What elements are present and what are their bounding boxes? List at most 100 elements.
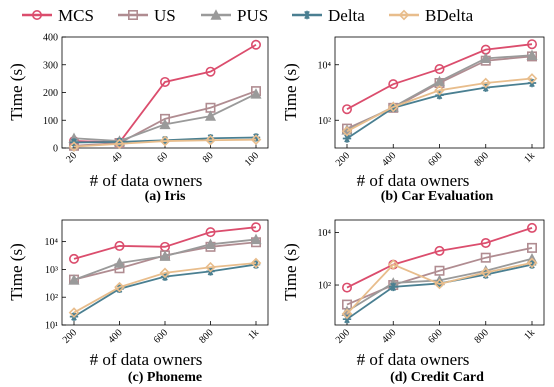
x-tick-label: 800 (197, 327, 215, 345)
point-mcs (434, 64, 445, 75)
point-bdelta (205, 134, 216, 146)
legend-label-pus: PUS (237, 6, 268, 25)
point-delta (251, 260, 261, 269)
point-pus (68, 274, 80, 285)
point-mcs (205, 66, 216, 77)
y-tick-label: 100 (43, 116, 58, 127)
point-delta (481, 270, 490, 279)
point-us (526, 242, 537, 253)
panel-a-iris: 0 100 200 300 400 20 40 60 80 100 Time (s) # of dat… (7, 33, 269, 204)
x-tick-label: 1k (522, 150, 537, 165)
x-tick-label: 20 (64, 150, 79, 165)
point-pus (250, 233, 262, 245)
point-bdelta (250, 134, 262, 146)
point-bdelta (159, 135, 171, 147)
point-pus (159, 118, 171, 130)
legend-marker-bdelta (398, 9, 410, 21)
point-mcs (526, 222, 537, 233)
series-delta (342, 78, 537, 143)
series-line-bdelta (73, 262, 257, 314)
point-mcs (69, 253, 80, 264)
point-mcs (388, 79, 399, 90)
point-bdelta (341, 125, 353, 137)
series-line-bdelta (73, 138, 257, 148)
panel-d-credit-card: 10² 10⁴ 200 400 600 800 1k Time (s) # of data ow… (281, 219, 545, 385)
point-pus (204, 238, 217, 250)
chart-panels: 0 100 200 300 400 20 40 60 80 100 Time (s) # of dat… (7, 33, 545, 385)
point-mcs (341, 104, 352, 115)
y-tick-label: 10⁴ (45, 237, 59, 248)
legend-marker-pus (210, 9, 222, 20)
x-tick-label: 600 (426, 150, 444, 168)
point-bdelta (68, 307, 80, 318)
series-line-bdelta (346, 261, 533, 315)
point-pus (250, 88, 262, 99)
legend-item-delta: Delta (292, 6, 365, 25)
point-bdelta (480, 77, 492, 89)
point-mcs (251, 222, 262, 233)
x-tick-label: 1k (246, 327, 261, 342)
y-tick-label: 0 (53, 144, 58, 155)
point-mcs (160, 76, 171, 87)
point-delta (527, 260, 537, 269)
series-pus (68, 88, 262, 146)
legend-item-pus: PUS (201, 6, 268, 25)
y-tick-label: 10¹ (45, 321, 58, 332)
series-pus (68, 233, 262, 285)
point-bdelta (159, 267, 171, 279)
point-us (480, 252, 491, 263)
point-mcs (114, 240, 125, 251)
y-tick-label: 400 (43, 33, 58, 44)
legend-item-us: US (118, 6, 176, 25)
x-tick-label: 600 (426, 327, 444, 345)
y-tick-label: 10⁴ (318, 228, 332, 239)
legend-marker-mcs (31, 10, 42, 20)
y-tick-label: 10² (45, 293, 58, 304)
panel-c-phoneme: 10¹ 10² 10³ 10⁴ 200 400 600 800 1k Time (s) # of d… (7, 219, 269, 385)
point-mcs (434, 245, 445, 256)
series-bdelta (68, 134, 262, 152)
point-delta (389, 282, 398, 292)
x-tick-label: 80 (201, 150, 216, 165)
y-tick-label: 10³ (45, 265, 58, 276)
point-delta (342, 134, 352, 143)
point-mcs (341, 282, 352, 293)
series-mcs (69, 222, 262, 264)
x-tick-label: 600 (152, 327, 170, 345)
y-tick-label: 10² (318, 281, 331, 292)
point-bdelta (341, 308, 353, 320)
x-tick-label: 400 (380, 150, 398, 168)
y-tick-label: 10² (318, 116, 331, 127)
point-delta (206, 134, 215, 143)
point-bdelta (68, 141, 80, 152)
y-tick-label: 200 (43, 88, 58, 99)
legend-item-mcs: MCS (22, 6, 94, 25)
x-tick-label: 200 (61, 327, 79, 345)
point-bdelta (387, 259, 399, 270)
legend: MCS US PUS Delta BDelta (22, 6, 474, 25)
point-delta (342, 314, 352, 324)
series-line-mcs (346, 227, 533, 289)
x-axis-label: # of data owners (357, 171, 470, 190)
point-delta (115, 284, 124, 294)
plot-area (61, 36, 269, 149)
x-tick-label: 200 (334, 150, 352, 168)
point-delta (115, 137, 124, 147)
y-axis-label: Time (s) (281, 63, 300, 120)
point-bdelta (434, 278, 445, 290)
point-bdelta (114, 138, 125, 150)
x-axis-label: # of data owners (90, 171, 203, 190)
point-delta (251, 133, 261, 142)
point-mcs (205, 227, 216, 238)
point-pus (480, 52, 492, 64)
point-pus (159, 250, 171, 261)
x-tick-label: 40 (110, 150, 125, 165)
y-axis-label: Time (s) (7, 243, 26, 300)
legend-label-us: US (154, 6, 176, 25)
point-bdelta (250, 257, 262, 269)
panel-caption: (d) Credit Card (390, 370, 484, 385)
legend-label-mcs: MCS (58, 6, 94, 25)
point-mcs (251, 39, 262, 50)
series-mcs (69, 39, 262, 148)
point-bdelta (205, 261, 216, 273)
